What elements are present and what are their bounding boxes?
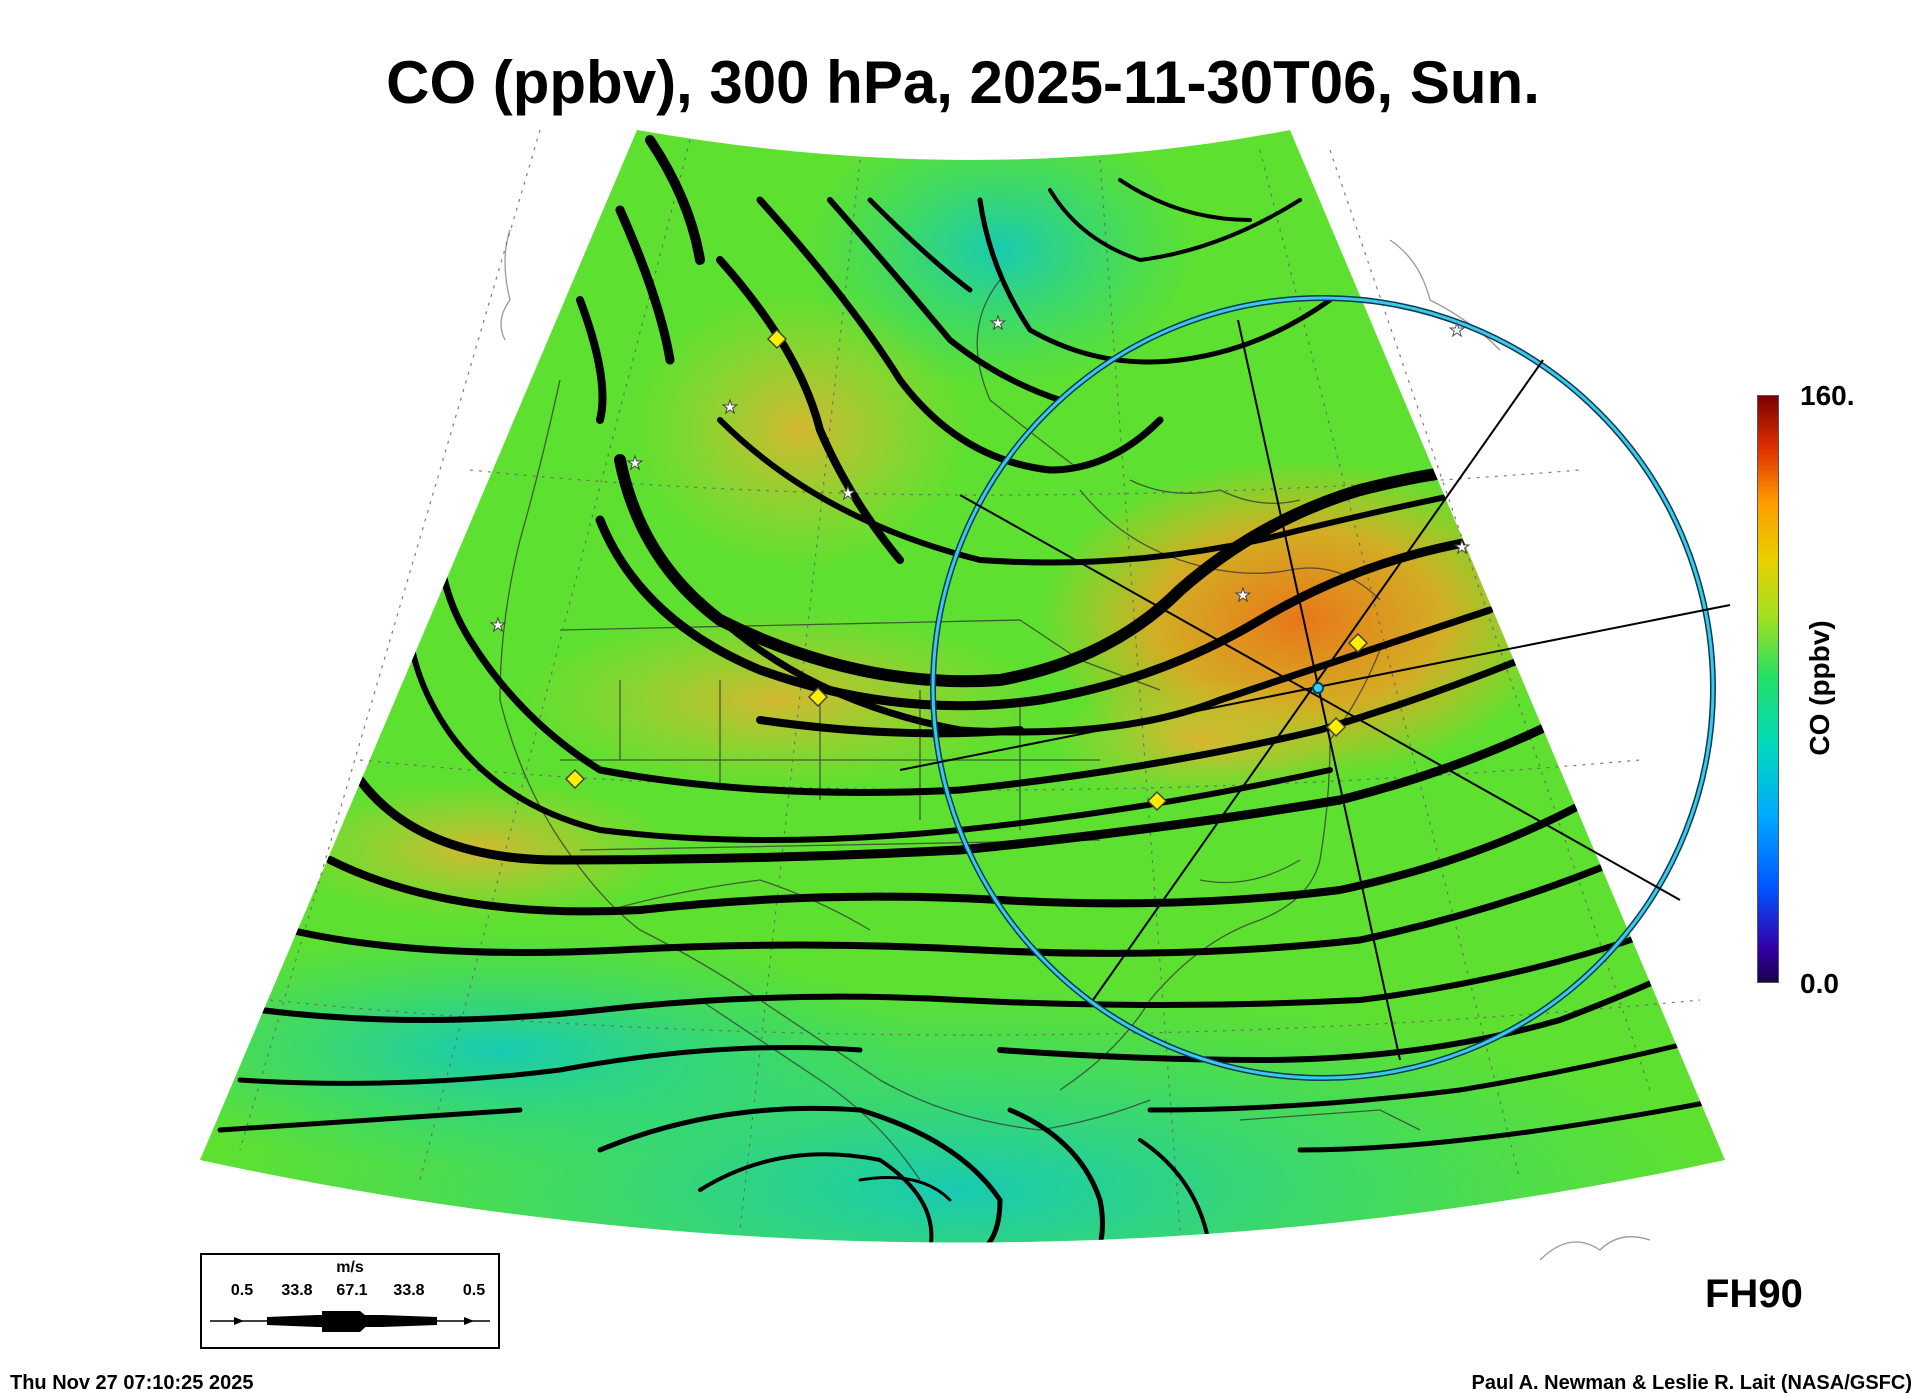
svg-text:★: ★	[840, 483, 856, 504]
map-title: CO (ppbv), 300 hPa, 2025-11-30T06, Sun.	[386, 49, 1540, 116]
wind-streamlines	[217, 135, 1723, 1243]
svg-text:★: ★	[490, 615, 506, 636]
svg-text:★: ★	[990, 313, 1006, 334]
colorbar-min-label: 0.0	[1800, 968, 1839, 999]
range-ring	[930, 295, 1716, 1081]
colorbar-max-label: 160.	[1800, 380, 1855, 411]
coastlines	[499, 279, 1421, 1181]
legend-value: 0.5	[462, 1282, 486, 1299]
svg-text:★: ★	[1235, 585, 1251, 606]
star-markers: ★ ★ ★ ★ ★ ★ ★ ★	[489, 313, 1470, 637]
cross-section-lines	[899, 319, 1731, 1061]
diamond-markers	[564, 328, 1369, 812]
forecast-hour-label: FH90	[1705, 1272, 1803, 1316]
svg-text:★: ★	[1454, 537, 1470, 558]
center-marker	[1312, 682, 1324, 694]
legend-value: 33.8	[393, 1282, 425, 1299]
svg-text:★: ★	[722, 397, 738, 418]
legend-arrow-scale	[210, 1311, 490, 1332]
svg-text:★: ★	[627, 453, 643, 474]
legend-unit: m/s	[336, 1259, 364, 1276]
colorbar-title: CO (ppbv)	[1804, 620, 1835, 756]
wind-speed-legend: m/s 0.5 33.8 67.1 33.8 0.5	[200, 1253, 500, 1349]
svg-text:★: ★	[1449, 320, 1465, 341]
colorbar	[1757, 395, 1779, 983]
legend-value: 67.1	[336, 1282, 368, 1299]
timestamp: Thu Nov 27 07:10:25 2025	[10, 1372, 254, 1394]
legend-value: 0.5	[230, 1282, 254, 1299]
credit: Paul A. Newman & Leslie R. Lait (NASA/GS…	[1471, 1372, 1912, 1394]
legend-value: 33.8	[281, 1282, 313, 1299]
